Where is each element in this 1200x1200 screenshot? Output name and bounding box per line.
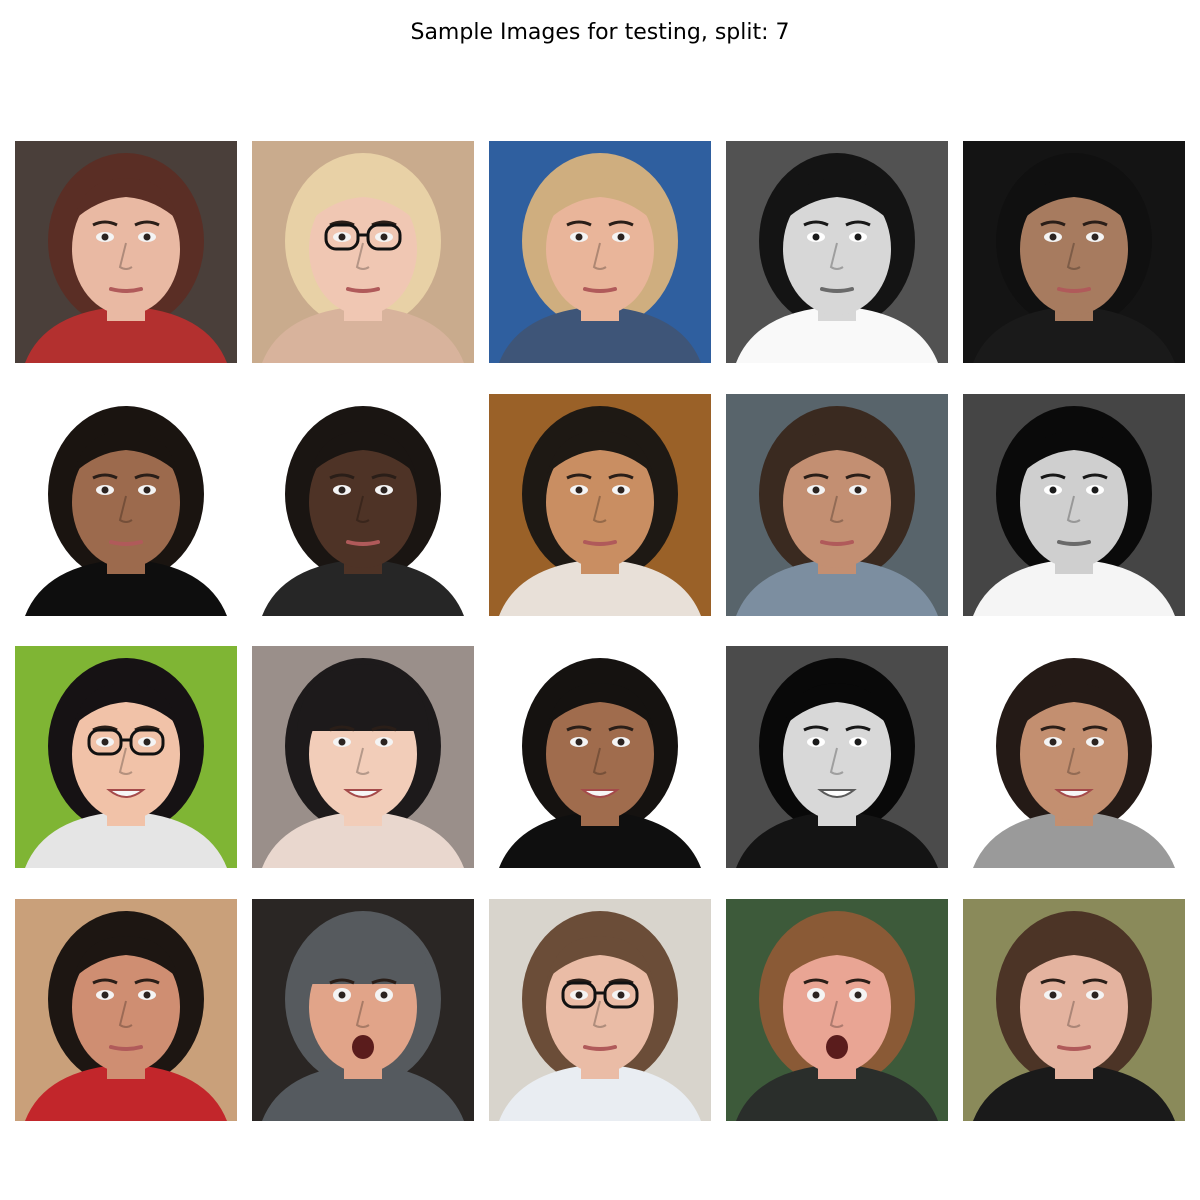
face-woman-flowers	[15, 141, 237, 363]
face-girl-knit-hat	[252, 646, 474, 868]
face-man-long-hair	[963, 899, 1185, 1121]
face-bw-woman-1	[726, 141, 948, 363]
face-man-surprised	[252, 899, 474, 1121]
face-smiling-woman	[489, 646, 711, 868]
figure-title: Sample Images for testing, split: 7	[410, 20, 790, 45]
face-man-closeup	[489, 394, 711, 616]
face-bw-woman-smile	[726, 646, 948, 868]
face-bw-woman-2	[963, 394, 1185, 616]
face-bearded-man	[726, 394, 948, 616]
face-woman-white-bg	[15, 394, 237, 616]
face-blonde-glasses	[252, 141, 474, 363]
face-man-white-bg	[252, 394, 474, 616]
face-girl-blue-sky	[489, 141, 711, 363]
face-young-man	[726, 899, 948, 1121]
face-woman-microphone	[489, 899, 711, 1121]
face-girl-black-glasses	[15, 646, 237, 868]
face-man-hood	[963, 141, 1185, 363]
face-woman-tank-top	[963, 646, 1185, 868]
face-man-red-shirt	[15, 899, 237, 1121]
